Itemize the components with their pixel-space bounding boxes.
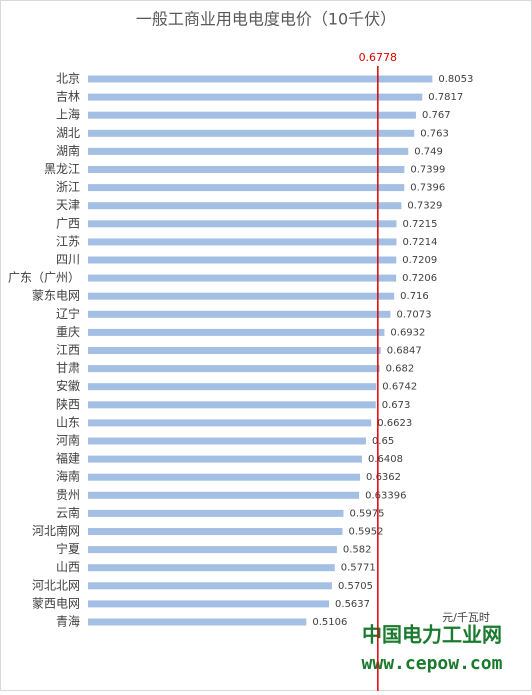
value-label: 0.7073	[396, 309, 431, 320]
value-label: 0.7206	[402, 273, 437, 284]
bar	[88, 401, 376, 409]
value-label: 0.7329	[407, 201, 442, 212]
reference-label: 0.6778	[359, 51, 398, 64]
bar	[88, 365, 380, 373]
category-label: 福建	[56, 451, 80, 466]
category-label: 安徽	[56, 378, 80, 393]
bar	[88, 618, 307, 626]
bar	[88, 491, 360, 499]
bar	[88, 383, 377, 391]
category-label: 黑龙江	[44, 162, 80, 176]
value-label: 0.6742	[382, 382, 417, 393]
value-label: 0.8053	[438, 74, 473, 85]
value-label: 0.582	[343, 545, 372, 556]
category-label: 湖北	[56, 125, 80, 140]
bar	[88, 437, 366, 445]
value-label: 0.63396	[365, 490, 406, 501]
category-label: 上海	[56, 107, 80, 122]
category-label: 浙江	[56, 180, 80, 194]
value-label: 0.6932	[390, 327, 425, 338]
category-label: 天津	[56, 198, 80, 212]
bar	[88, 147, 409, 155]
category-label: 贵州	[56, 488, 80, 502]
bar	[88, 129, 415, 137]
value-label: 0.7214	[402, 237, 437, 248]
category-label: 北京	[56, 72, 80, 86]
category-label: 河北南网	[32, 523, 80, 538]
value-label: 0.5952	[349, 527, 384, 538]
bar	[88, 328, 385, 336]
category-label: 广西	[56, 216, 80, 230]
bar	[88, 455, 363, 463]
value-label: 0.7209	[402, 255, 437, 266]
watermark-url: www.cepow.com	[362, 653, 503, 674]
category-label: 四川	[56, 253, 80, 267]
bar	[88, 238, 397, 246]
bar	[88, 93, 423, 101]
bar	[88, 292, 395, 300]
value-label: 0.5975	[349, 508, 384, 519]
value-label: 0.6362	[366, 472, 401, 483]
bar	[88, 220, 397, 228]
value-label: 0.6408	[368, 454, 403, 465]
bar	[88, 184, 405, 192]
bar	[88, 274, 397, 282]
category-label: 辽宁	[56, 306, 80, 321]
category-label: 广东（广州）	[8, 271, 80, 285]
chart-title: 一般工商业用电电度电价（10千伏）	[136, 10, 396, 29]
value-label: 0.5771	[341, 563, 376, 574]
bar	[88, 473, 361, 481]
category-label: 重庆	[56, 325, 80, 339]
bar	[88, 202, 402, 210]
category-label: 海南	[56, 469, 80, 484]
bar	[88, 310, 391, 318]
bar	[88, 75, 433, 83]
category-label: 云南	[56, 505, 80, 520]
value-label: 0.749	[414, 146, 443, 157]
value-label: 0.682	[386, 364, 415, 375]
category-label: 山西	[56, 560, 80, 574]
value-label: 0.7396	[410, 183, 445, 194]
category-label: 陕西	[56, 396, 80, 411]
category-label: 江苏	[56, 234, 80, 248]
bar	[88, 419, 372, 427]
bar	[88, 600, 330, 608]
unit-label: 元/千瓦时	[442, 611, 490, 624]
bar	[88, 582, 332, 590]
bar	[88, 111, 416, 119]
category-label: 青海	[56, 614, 80, 629]
category-label: 吉林	[56, 90, 80, 104]
value-label: 0.5705	[338, 581, 373, 592]
bar	[88, 509, 344, 517]
category-label: 山东	[56, 415, 80, 429]
bar	[88, 166, 405, 173]
category-label: 河北北网	[32, 578, 80, 592]
value-label: 0.7817	[428, 92, 463, 103]
value-label: 0.7215	[403, 219, 438, 230]
value-label: 0.767	[422, 110, 451, 121]
value-label: 0.763	[420, 128, 449, 139]
bar	[88, 347, 381, 354]
value-label: 0.7399	[410, 165, 445, 176]
category-label: 湖南	[56, 143, 80, 158]
value-label: 0.5637	[335, 599, 370, 610]
value-label: 0.65	[372, 436, 394, 447]
value-label: 0.5106	[312, 617, 347, 628]
value-label: 0.6623	[377, 418, 412, 429]
category-label: 蒙西电网	[32, 596, 80, 610]
value-label: 0.716	[400, 291, 429, 302]
category-label: 蒙东电网	[32, 289, 80, 303]
watermark-name: 中国电力工业网	[362, 623, 502, 647]
value-label: 0.673	[382, 400, 411, 411]
bar	[88, 256, 397, 264]
bar	[88, 546, 337, 554]
category-label: 甘肃	[56, 361, 80, 375]
category-label: 宁夏	[56, 541, 80, 556]
value-label: 0.6847	[387, 346, 422, 357]
bar	[88, 528, 343, 535]
category-label: 江西	[56, 343, 80, 357]
category-label: 河南	[56, 433, 80, 448]
bar	[88, 564, 335, 572]
